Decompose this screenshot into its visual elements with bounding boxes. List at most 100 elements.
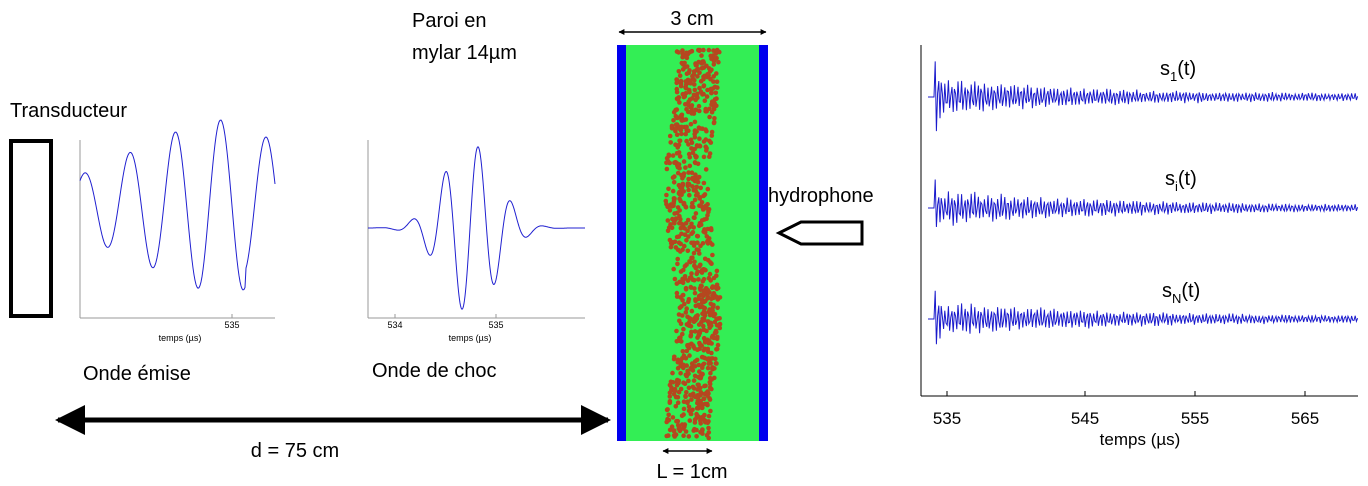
particle: [708, 312, 713, 317]
particle: [679, 221, 684, 226]
particle: [703, 98, 708, 103]
particle: [689, 285, 694, 290]
particle: [697, 136, 702, 141]
particle: [696, 180, 701, 185]
particle: [681, 92, 686, 97]
particle: [684, 79, 689, 84]
particle: [675, 257, 680, 262]
particle: [668, 391, 673, 396]
particle: [696, 234, 701, 239]
particle: [692, 215, 697, 220]
layer-label: L = 1cm: [657, 461, 728, 483]
particle: [716, 60, 721, 65]
particle: [671, 415, 676, 420]
particle: [681, 327, 686, 332]
particle: [688, 164, 693, 169]
particle: [688, 260, 693, 265]
particle: [665, 167, 670, 172]
particle: [715, 85, 720, 90]
particle: [702, 348, 707, 353]
particle: [682, 353, 687, 358]
particle: [664, 199, 669, 204]
particle: [701, 60, 706, 65]
particle: [677, 166, 682, 171]
particle: [671, 118, 676, 123]
particle: [685, 369, 690, 374]
particle: [692, 93, 697, 98]
particle: [696, 333, 701, 338]
particle: [680, 414, 685, 419]
particle: [703, 311, 708, 316]
particle: [681, 281, 686, 286]
particle: [703, 384, 708, 389]
particle: [679, 226, 684, 231]
particle: [689, 330, 694, 335]
particle: [691, 150, 696, 155]
particle: [695, 74, 700, 79]
particle: [682, 159, 687, 164]
particle: [699, 222, 704, 227]
transducer: [11, 141, 51, 316]
particle: [684, 262, 689, 267]
particle: [672, 180, 677, 185]
particle: [705, 94, 710, 99]
particle: [679, 387, 684, 392]
particle: [687, 90, 692, 95]
particle: [664, 434, 669, 439]
particle: [689, 271, 694, 276]
wall-label: mylar 14µm: [412, 42, 517, 64]
particle: [688, 393, 693, 398]
particle: [705, 393, 710, 398]
wall-label: Paroi en: [412, 10, 487, 32]
particle: [684, 117, 689, 122]
particle: [676, 50, 681, 55]
particle: [709, 57, 714, 62]
tick-label: 555: [1181, 409, 1209, 428]
particle: [674, 329, 679, 334]
particle: [675, 90, 680, 95]
caption: Onde émise: [83, 363, 191, 385]
particle: [681, 380, 686, 385]
particle: [673, 142, 678, 147]
particle: [671, 153, 676, 158]
particle: [677, 312, 682, 317]
particle: [716, 343, 721, 348]
trace-label: si(t): [1165, 168, 1197, 194]
particle: [701, 241, 706, 246]
trace-arg: (t): [1181, 280, 1200, 302]
particle: [680, 113, 685, 118]
particle: [713, 357, 718, 362]
particle: [684, 310, 689, 315]
particle: [693, 88, 698, 93]
particle: [685, 229, 690, 234]
particle: [665, 417, 670, 422]
particle: [708, 272, 713, 277]
particle: [712, 336, 717, 341]
particle: [707, 414, 712, 419]
particle: [714, 51, 719, 56]
particle: [710, 365, 715, 370]
particle: [690, 103, 695, 108]
particle: [687, 434, 692, 439]
particle: [690, 309, 695, 314]
caption: Onde de choc: [372, 360, 497, 382]
particle: [680, 185, 685, 190]
particle: [700, 372, 705, 377]
trace-arg: (t): [1178, 168, 1197, 190]
particle: [707, 430, 712, 435]
particle: [702, 155, 707, 160]
particle: [696, 277, 701, 282]
particle: [664, 193, 669, 198]
particle: [676, 395, 681, 400]
particle: [693, 198, 698, 203]
trace-base: s: [1165, 168, 1175, 190]
particle: [680, 332, 685, 337]
particle: [680, 422, 685, 427]
particle: [687, 193, 692, 198]
particle: [701, 48, 706, 53]
particle: [678, 217, 683, 222]
particle: [708, 151, 713, 156]
particle: [714, 317, 719, 322]
particle: [701, 305, 706, 310]
